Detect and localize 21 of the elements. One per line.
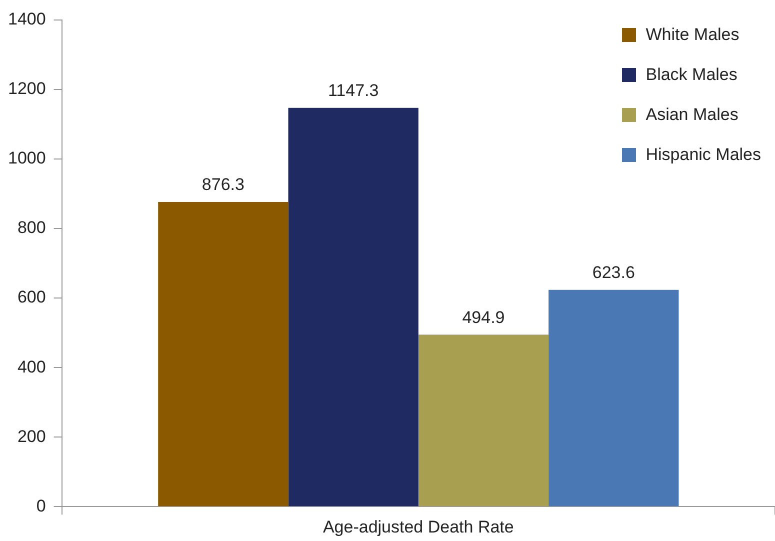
y-tick-label: 200: [17, 426, 46, 446]
y-tick-label: 600: [17, 288, 46, 307]
y-tick-label: 800: [17, 218, 46, 238]
y-tick-label: 1400: [8, 10, 46, 29]
y-tick-label: 1200: [8, 79, 46, 98]
legend-label: Hispanic Males: [646, 145, 761, 165]
bar: [548, 290, 679, 506]
data-label: 623.6: [592, 263, 635, 282]
data-label: 876.3: [202, 175, 244, 194]
y-tick-label: 0: [36, 496, 46, 516]
bar: [288, 108, 418, 506]
legend-label: White Males: [646, 25, 740, 45]
legend-label: Asian Males: [646, 105, 738, 125]
y-tick-label: 400: [17, 357, 46, 376]
bar: [158, 202, 288, 506]
data-label: 1147.3: [328, 81, 379, 100]
y-tick-label: 1000: [8, 148, 46, 168]
x-tick-label: Age-adjusted Death Rate: [322, 517, 514, 536]
bar: [418, 334, 549, 506]
legend-label: Black Males: [646, 65, 738, 85]
data-label: 494.9: [462, 308, 505, 327]
